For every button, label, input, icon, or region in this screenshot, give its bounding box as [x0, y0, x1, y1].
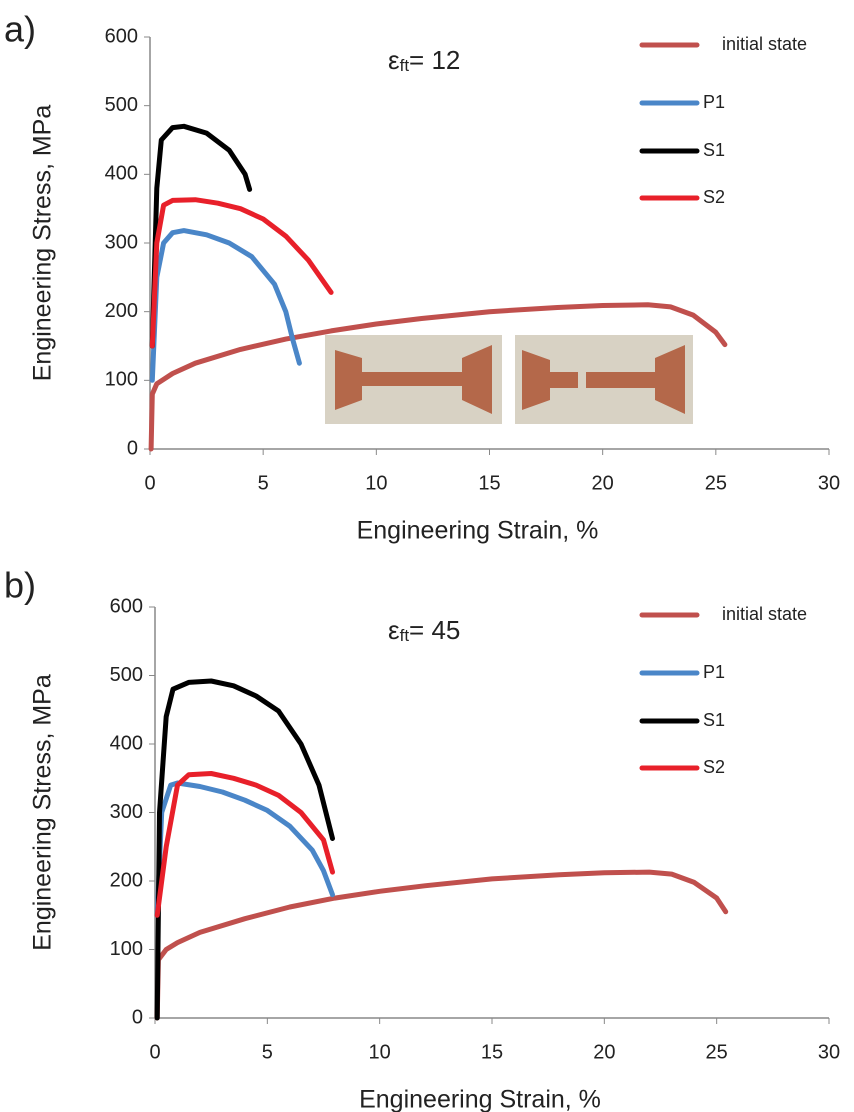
- x-tick-label: 30: [818, 1041, 840, 1063]
- x-tick-label: 15: [478, 472, 500, 494]
- y-tick-label: 300: [110, 801, 143, 823]
- series-line: [149, 123, 253, 349]
- y-tick-label: 600: [110, 595, 143, 617]
- legend-label: P1: [703, 92, 725, 112]
- legend-label: S1: [703, 710, 725, 730]
- x-tick-label: 5: [262, 1041, 273, 1063]
- annotation: εft= 12: [388, 45, 460, 76]
- series-line: [154, 780, 335, 918]
- x-tick-label: 15: [481, 1041, 503, 1063]
- panel-label: a): [4, 9, 36, 50]
- series-line: [154, 678, 335, 1021]
- y-tick-label: 600: [105, 25, 138, 47]
- series-line: [149, 228, 302, 383]
- annotation: εft= 45: [388, 615, 460, 646]
- series-line: [149, 197, 334, 349]
- legend-label: S1: [703, 140, 725, 160]
- y-axis-title: Engineering Stress, MPa: [29, 674, 57, 951]
- x-tick-label: 0: [149, 1041, 160, 1063]
- x-tick-label: 20: [593, 1041, 615, 1063]
- y-tick-label: 500: [105, 94, 138, 116]
- x-tick-label: 10: [369, 1041, 391, 1063]
- y-tick-label: 100: [110, 938, 143, 960]
- y-tick-label: 0: [127, 437, 138, 459]
- annotation-symbol: ε: [388, 615, 400, 645]
- annotation-text: = 45: [409, 615, 460, 645]
- annotation-subscript: ft: [400, 56, 410, 75]
- specimen-intact: [335, 345, 492, 414]
- legend-label: P1: [703, 662, 725, 682]
- y-tick-label: 0: [132, 1006, 143, 1028]
- x-tick-label: 10: [365, 472, 387, 494]
- series-line: [148, 302, 728, 452]
- x-axis-title: Engineering Strain, %: [357, 517, 599, 545]
- x-tick-label: 25: [706, 1041, 728, 1063]
- specimen-half-left: [522, 350, 578, 410]
- y-tick-label: 400: [110, 732, 143, 754]
- y-tick-label: 500: [110, 664, 143, 686]
- legend-label: S2: [703, 757, 725, 777]
- x-tick-label: 0: [144, 472, 155, 494]
- x-axis-title: Engineering Strain, %: [359, 1086, 601, 1112]
- series-line: [154, 869, 729, 1021]
- panel: a) 0 100 200 300 400 500 600 0 5 10 15 20 25 30 Enginee…: [4, 9, 840, 545]
- annotation-subscript: ft: [400, 626, 410, 645]
- legend-label: S2: [703, 187, 725, 207]
- x-tick-label: 25: [705, 472, 727, 494]
- legend-label: initial state: [722, 604, 807, 624]
- panel-label: b): [4, 565, 36, 606]
- y-tick-label: 400: [105, 163, 138, 185]
- y-tick-label: 100: [105, 369, 138, 391]
- y-tick-label: 200: [110, 869, 143, 891]
- y-tick-label: 300: [105, 231, 138, 253]
- annotation-text: = 12: [409, 45, 460, 75]
- x-tick-label: 5: [258, 472, 269, 494]
- y-tick-label: 200: [105, 300, 138, 322]
- specimen-photos: [325, 335, 693, 424]
- panel: b) 0 100 200 300 400 500 600 0 5 10 15 20 25 30 Enginee…: [4, 565, 840, 1112]
- legend-label: initial state: [722, 34, 807, 54]
- y-axis-title: Engineering Stress, MPa: [29, 105, 57, 382]
- x-tick-label: 30: [818, 472, 840, 494]
- x-tick-label: 20: [592, 472, 614, 494]
- specimen-half-right: [586, 345, 685, 414]
- annotation-symbol: ε: [388, 45, 400, 75]
- series-line: [154, 771, 335, 918]
